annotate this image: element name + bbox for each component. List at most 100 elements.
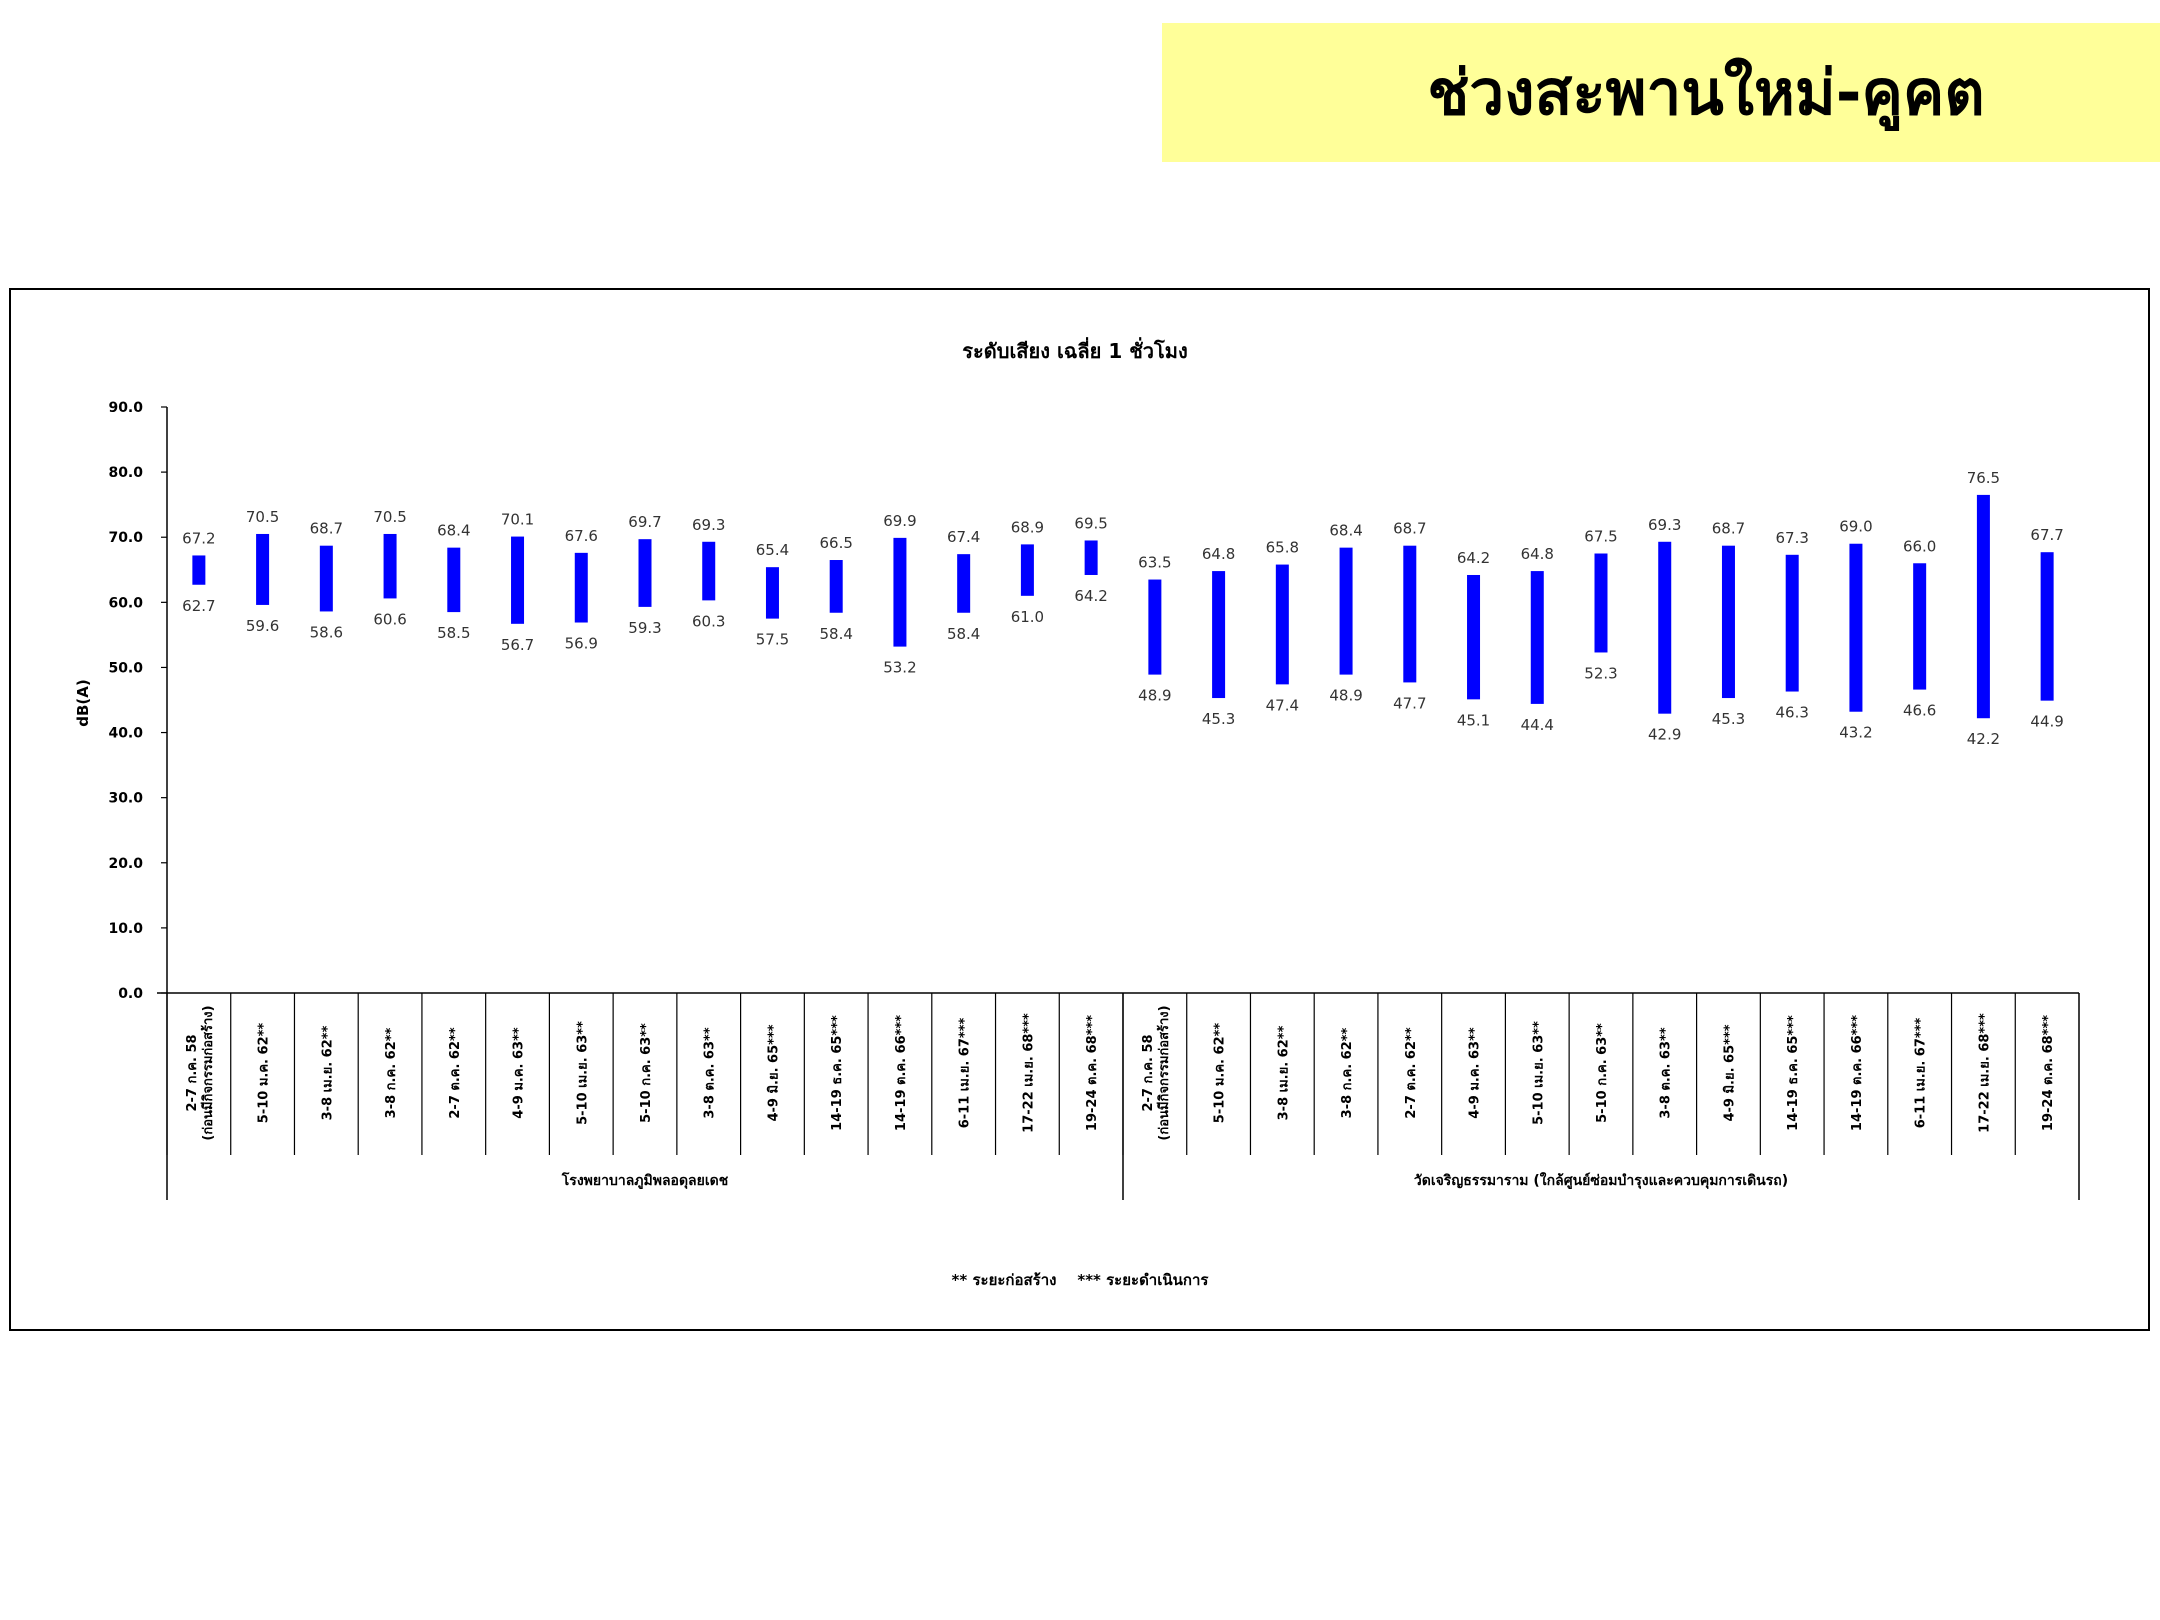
- data-label-min: 42.2: [1967, 730, 2000, 748]
- data-label-max: 68.4: [437, 522, 470, 540]
- data-label-min: 47.4: [1266, 696, 1299, 714]
- group-label: วัดเจริญธรรมาราม (ใกล้ศูนย์ซ่อมบำรุงและค…: [1414, 1171, 1788, 1189]
- data-label-max: 65.4: [756, 541, 789, 559]
- data-label-min: 45.3: [1712, 710, 1745, 728]
- data-label-min: 56.7: [501, 636, 534, 654]
- x-tick-label: 3-8 ต.ค. 63**: [703, 1027, 718, 1118]
- x-tick-label: 3-8 ต.ค. 63**: [1659, 1027, 1674, 1118]
- x-tick-label: 3-8 เม.ย. 62**: [320, 1025, 335, 1120]
- data-label-min: 46.6: [1903, 702, 1936, 720]
- data-label-min: 45.1: [1457, 711, 1490, 729]
- data-label-min: 59.6: [246, 617, 279, 635]
- data-label-min: 46.3: [1775, 704, 1808, 722]
- x-tick-label: 19-24 ต.ค. 68***: [2041, 1015, 2056, 1131]
- x-tick-label: (ก่อนมีกิจกรรมก่อสร้าง): [200, 1005, 216, 1140]
- x-tick-label: 2-7 ต.ค. 62**: [448, 1027, 463, 1118]
- x-tick-label: 19-24 ต.ค. 68***: [1085, 1015, 1100, 1131]
- noise-level-chart: ระดับเสียง เฉลี่ย 1 ชั่วโมง dB(A) ** ระย…: [74, 336, 2080, 1289]
- data-label-min: 61.0: [1011, 608, 1044, 626]
- group-label: โรงพยาบาลภูมิพลอดุลยเดช: [561, 1171, 729, 1189]
- x-tick-label: 6-11 เม.ย. 67***: [1914, 1018, 1929, 1129]
- data-label-max: 65.8: [1266, 539, 1299, 557]
- data-label-min: 64.2: [1074, 587, 1107, 605]
- y-tick-label: 40.0: [108, 726, 143, 742]
- data-label-max: 63.5: [1138, 554, 1171, 572]
- chart-frame: ระดับเสียง เฉลี่ย 1 ชั่วโมง dB(A) ** ระย…: [9, 288, 2150, 1331]
- data-label-min: 42.9: [1648, 726, 1681, 744]
- x-tick-label: 5-10 ม.ค. 62**: [1213, 1023, 1228, 1124]
- legend-note: ** ระยะก่อสร้าง *** ระยะดำเนินการ: [952, 1271, 1210, 1289]
- y-tick-label: 70.0: [108, 530, 143, 546]
- data-label-max: 70.5: [373, 508, 406, 526]
- x-tick-label: 4-9 ม.ค. 63**: [512, 1027, 527, 1119]
- x-tick-label: 5-10 ก.ค. 63**: [1595, 1023, 1610, 1123]
- data-label-max: 68.7: [310, 520, 343, 538]
- range-bar: [574, 552, 588, 623]
- data-label-max: 67.2: [182, 529, 215, 547]
- data-label-max: 69.3: [1648, 516, 1681, 534]
- range-bar: [511, 536, 525, 624]
- range-bar: [1467, 574, 1481, 700]
- range-bar: [1849, 543, 1863, 712]
- data-label-min: 62.7: [182, 597, 215, 615]
- x-tick-label: (ก่อนมีกิจกรรมก่อสร้าง): [1156, 1005, 1172, 1140]
- y-tick-label: 10.0: [108, 921, 143, 937]
- range-bar: [1084, 540, 1098, 575]
- x-tick-label: 14-19 ธ.ค. 65***: [830, 1015, 845, 1131]
- data-label-min: 43.2: [1839, 724, 1872, 742]
- data-label-min: 58.6: [310, 623, 343, 641]
- range-bar: [1976, 494, 1990, 719]
- data-label-max: 68.7: [1712, 520, 1745, 538]
- data-label-max: 70.1: [501, 511, 534, 529]
- data-label-max: 67.4: [947, 528, 980, 546]
- x-tick-label: 6-11 เม.ย. 67***: [958, 1018, 973, 1129]
- x-tick-label: 5-10 เม.ย. 63**: [1531, 1021, 1546, 1125]
- x-tick-label: 4-9 มิ.ย. 65***: [1722, 1024, 1737, 1121]
- range-bar: [1020, 544, 1034, 596]
- x-tick-label: 2-7 ต.ค. 62**: [1404, 1027, 1419, 1118]
- data-label-min: 56.9: [565, 635, 598, 653]
- data-label-max: 66.0: [1903, 537, 1936, 555]
- x-tick-label: 14-19 ต.ค. 66***: [894, 1015, 909, 1131]
- data-label-max: 67.7: [2030, 526, 2063, 544]
- range-bar: [1721, 545, 1735, 699]
- x-tick-label: 14-19 ธ.ค. 65***: [1786, 1015, 1801, 1131]
- data-label-min: 59.3: [628, 619, 661, 637]
- range-bar: [765, 567, 779, 619]
- data-label-min: 60.6: [373, 610, 406, 628]
- x-tick-label: 5-10 ม.ค. 62**: [257, 1023, 272, 1124]
- page-title-banner: ช่วงสะพานใหม่-คูคต: [1162, 23, 2160, 162]
- data-label-min: 44.4: [1521, 716, 1554, 734]
- data-label-min: 58.5: [437, 624, 470, 642]
- range-bar: [447, 547, 461, 613]
- x-tick-label: 14-19 ต.ค. 66***: [1850, 1015, 1865, 1131]
- range-bar: [702, 541, 716, 601]
- x-tick-label: 5-10 เม.ย. 63**: [575, 1021, 590, 1125]
- data-label-max: 69.9: [883, 512, 916, 530]
- x-tick-label: 2-7 ก.ค. 58: [185, 1034, 200, 1111]
- x-tick-label: 3-8 ก.ค. 62**: [384, 1027, 399, 1118]
- data-label-max: 64.8: [1202, 545, 1235, 563]
- range-bar: [319, 545, 333, 612]
- data-label-min: 58.4: [819, 625, 852, 643]
- x-tick-label: 2-7 ก.ค. 58: [1141, 1034, 1156, 1111]
- range-bar: [383, 533, 397, 599]
- range-bar: [1403, 545, 1417, 683]
- x-tick-label: 4-9 มิ.ย. 65***: [766, 1024, 781, 1121]
- x-tick-label: 17-22 เม.ย. 68***: [1977, 1013, 1992, 1133]
- range-bar: [1594, 553, 1608, 653]
- range-bar: [957, 554, 971, 613]
- range-bar: [192, 555, 206, 585]
- data-label-min: 57.5: [756, 631, 789, 649]
- data-label-max: 70.5: [246, 508, 279, 526]
- data-label-min: 48.9: [1329, 687, 1362, 705]
- data-label-max: 66.5: [819, 534, 852, 552]
- y-tick-label: 80.0: [108, 465, 143, 481]
- x-tick-label: 3-8 ก.ค. 62**: [1340, 1027, 1355, 1118]
- data-label-min: 58.4: [947, 625, 980, 643]
- data-label-min: 47.7: [1393, 694, 1426, 712]
- range-bar: [638, 539, 652, 607]
- plot-area: 0.0 10.0 20.0 30.0 40.0 50.0 60.0 70.0 80.0 90.0 6…: [108, 400, 2080, 1200]
- range-bar: [256, 533, 270, 605]
- chart-title: ระดับเสียง เฉลี่ย 1 ชั่วโมง: [962, 336, 1187, 363]
